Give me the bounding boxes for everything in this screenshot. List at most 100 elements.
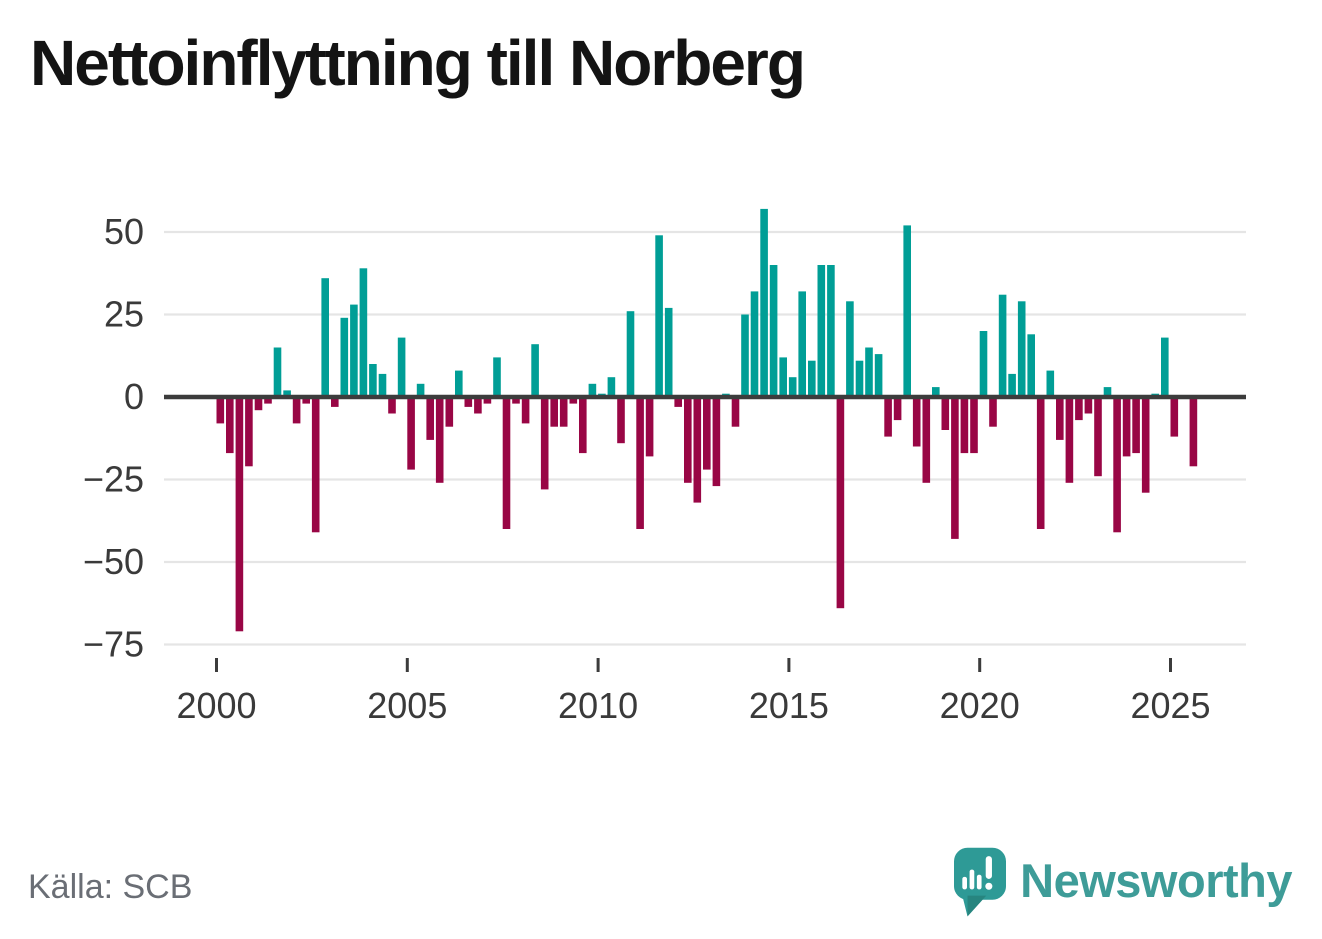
bar-positive xyxy=(998,294,1007,397)
bar-positive xyxy=(369,364,377,397)
bar-negative xyxy=(521,397,530,424)
bar-negative xyxy=(311,397,320,533)
bar-negative xyxy=(1094,397,1102,477)
bar-negative xyxy=(684,397,692,483)
gridlines xyxy=(164,230,1246,646)
bar-negative xyxy=(693,397,702,503)
bar-positive xyxy=(455,370,463,397)
bar-negative xyxy=(912,397,921,447)
bar-negative xyxy=(1056,397,1064,440)
bar-negative xyxy=(483,397,492,404)
bar-positive xyxy=(788,377,797,397)
bar-positive xyxy=(531,344,539,397)
bar-positive xyxy=(865,347,873,397)
bar-negative xyxy=(1065,397,1074,483)
bar-positive xyxy=(817,265,826,397)
y-axis-tick-label: 50 xyxy=(104,211,144,252)
bar-negative xyxy=(1141,397,1150,493)
bar-positive xyxy=(903,225,911,397)
bar-positive xyxy=(932,387,940,397)
x-axis-tick-label: 2010 xyxy=(558,685,638,726)
bar-negative xyxy=(1084,397,1093,414)
x-axis-tick-label: 2005 xyxy=(367,685,447,726)
bar-positive xyxy=(416,383,425,397)
bar-positive xyxy=(350,304,358,397)
bar-positive xyxy=(493,357,501,397)
brand-name: Newsworthy xyxy=(1020,853,1292,907)
bar-negative xyxy=(1170,397,1179,437)
bar-negative xyxy=(235,397,244,632)
bar-positive xyxy=(378,373,387,397)
bar-positive xyxy=(874,354,883,397)
bar-negative xyxy=(474,397,482,414)
bar-positive xyxy=(827,265,835,397)
y-axis-tick-label: −50 xyxy=(83,541,144,582)
x-axis-tick-label: 2025 xyxy=(1130,685,1210,726)
bar-negative xyxy=(712,397,721,487)
bar-positive xyxy=(655,235,663,397)
bar-negative xyxy=(445,397,454,427)
bar-positive xyxy=(769,265,778,397)
bar-positive xyxy=(1017,301,1026,397)
bar-negative xyxy=(1122,397,1131,457)
x-axis-tick-label: 2015 xyxy=(749,685,829,726)
bars xyxy=(216,208,1198,632)
bar-negative xyxy=(245,397,253,467)
brand-lockup: Newsworthy xyxy=(954,840,1292,920)
newsworthy-logo-icon xyxy=(954,847,1007,917)
bar-negative xyxy=(989,397,997,427)
bar-negative xyxy=(579,397,587,454)
bar-positive xyxy=(979,331,988,397)
bar-negative xyxy=(226,397,234,454)
bar-positive xyxy=(283,390,291,397)
bar-negative xyxy=(254,397,263,411)
bar-positive xyxy=(340,317,349,397)
bar-negative xyxy=(674,397,682,407)
bar-negative xyxy=(941,397,950,430)
x-axis-tick-label: 2020 xyxy=(940,685,1020,726)
bar-negative xyxy=(951,397,959,539)
bar-negative xyxy=(264,397,272,404)
bar-positive xyxy=(1046,370,1055,397)
bar-positive xyxy=(1103,387,1112,397)
y-axis-tick-label: 25 xyxy=(104,294,144,335)
bar-positive xyxy=(855,360,864,397)
bar-negative xyxy=(292,397,301,424)
bar-negative xyxy=(331,397,339,407)
bar-negative xyxy=(502,397,511,529)
bar-positive xyxy=(760,208,768,397)
bar-positive xyxy=(1027,334,1035,397)
bar-positive xyxy=(321,278,329,397)
bar-negative xyxy=(617,397,625,444)
bar-negative xyxy=(1036,397,1045,529)
bar-negative xyxy=(426,397,434,440)
bar-negative xyxy=(836,397,845,609)
bar-positive xyxy=(1008,373,1016,397)
bar-positive xyxy=(741,314,749,397)
bar-negative xyxy=(407,397,415,470)
bar-positive xyxy=(626,311,635,397)
bar-negative xyxy=(893,397,902,421)
bar-positive xyxy=(1161,337,1169,397)
bar-positive xyxy=(664,307,673,397)
bar-positive xyxy=(779,357,787,397)
bar-negative xyxy=(1075,397,1083,421)
bar-positive xyxy=(750,291,759,397)
y-axis-tick-label: −25 xyxy=(83,459,144,500)
bar-negative xyxy=(540,397,549,490)
bar-positive xyxy=(359,268,368,397)
bar-negative xyxy=(216,397,225,424)
axes xyxy=(164,394,1246,672)
x-axis-tick-label: 2000 xyxy=(176,685,256,726)
bar-negative xyxy=(960,397,969,454)
bar-negative xyxy=(559,397,568,427)
bar-negative xyxy=(1132,397,1140,454)
page-title: Nettoinflyttning till Norberg xyxy=(30,27,806,99)
bar-negative xyxy=(569,397,578,404)
source-note: Källa: SCB xyxy=(28,868,193,906)
bar-negative xyxy=(970,397,978,454)
y-axis-tick-label: −75 xyxy=(83,624,144,665)
bar-negative xyxy=(512,397,520,404)
bar-negative xyxy=(550,397,558,427)
